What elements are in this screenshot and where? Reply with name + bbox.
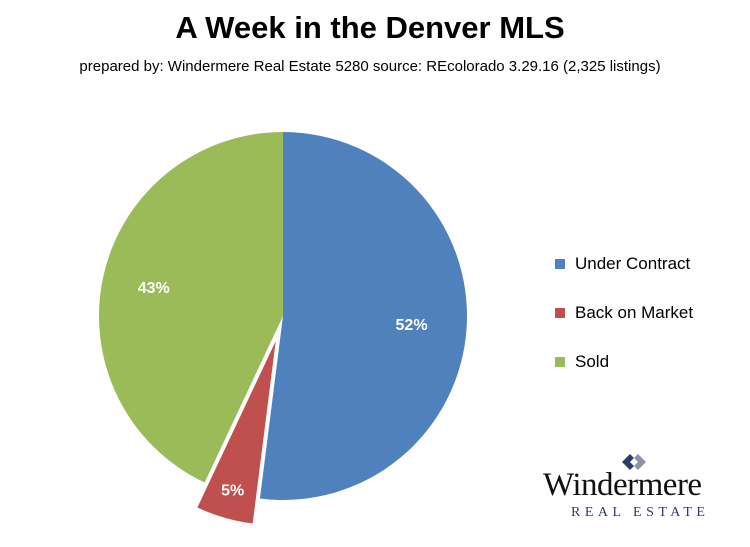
logo-tagline: REAL ESTATE	[571, 505, 710, 520]
legend-swatch-sold	[555, 357, 565, 367]
data-label-under-contract: 52%	[396, 317, 428, 334]
logo-wordmark: Windermere	[543, 467, 702, 503]
pie-slice-sold	[98, 132, 283, 483]
data-label-sold: 43%	[138, 280, 170, 297]
legend: Under Contract Back on Market Sold	[555, 252, 693, 399]
legend-item-under-contract: Under Contract	[555, 252, 693, 276]
legend-label-back-on-market: Back on Market	[575, 303, 694, 322]
data-label-back-on-market: 5%	[221, 482, 244, 499]
chart-subtitle: prepared by: Windermere Real Estate 5280…	[79, 58, 661, 75]
legend-label-under-contract: Under Contract	[575, 254, 691, 273]
legend-item-sold: Sold	[555, 350, 693, 374]
pie-slice-under-contract	[259, 132, 467, 500]
legend-swatch-under-contract	[555, 259, 565, 269]
windermere-logo: Windermere REAL ESTATE	[543, 453, 733, 523]
legend-label-sold: Sold	[575, 352, 610, 371]
windermere-diamond-icon	[622, 454, 646, 470]
chart-title: A Week in the Denver MLS	[175, 10, 565, 45]
pie-slice-back-on-market	[197, 340, 276, 524]
legend-swatch-back-on-market	[555, 308, 565, 318]
legend-item-back-on-market: Back on Market	[555, 301, 693, 325]
